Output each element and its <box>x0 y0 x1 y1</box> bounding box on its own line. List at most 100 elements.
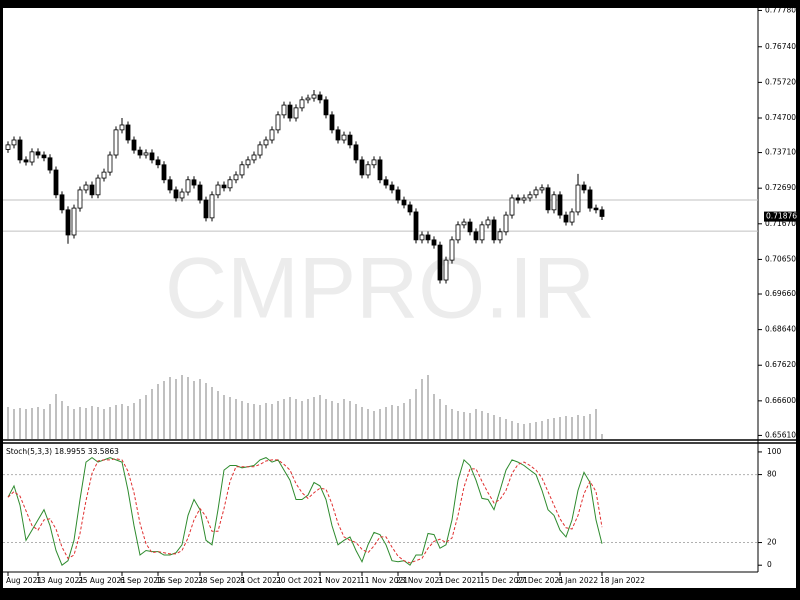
candle-body <box>491 219 497 241</box>
candle-body <box>239 164 245 176</box>
candle-body <box>539 187 545 191</box>
candle-body <box>29 151 35 163</box>
y-tick-label: 0.66600 <box>765 396 796 405</box>
candle-body <box>563 214 569 223</box>
candle-body <box>431 239 437 246</box>
candle-body <box>359 159 365 176</box>
candle-body <box>77 189 83 209</box>
y-tick-label: 0.68640 <box>765 325 796 334</box>
x-tick-label: 11 Nov 2021 <box>360 576 408 585</box>
candle-body <box>521 197 527 201</box>
candle-body <box>221 184 227 189</box>
y-tick-label: 0 <box>767 560 772 569</box>
candle-body <box>281 104 287 116</box>
y-tick-label: 0.72690 <box>765 183 796 192</box>
candle-body <box>371 159 377 166</box>
candle-body <box>425 234 431 241</box>
candle-body <box>125 124 131 141</box>
candle-body <box>47 157 53 171</box>
candle-body <box>197 184 203 201</box>
candle-body <box>155 159 161 166</box>
candle-body <box>341 134 347 141</box>
candle-body <box>437 244 443 281</box>
candle-body <box>185 179 191 193</box>
candle-body <box>389 184 395 191</box>
y-tick-label: 0.65610 <box>765 430 796 439</box>
candle-body <box>143 152 149 156</box>
candle-body <box>233 174 239 181</box>
y-tick-label: 20 <box>767 538 777 547</box>
candle-body <box>71 207 77 236</box>
candle-body <box>209 194 215 219</box>
candle-body <box>89 184 95 196</box>
x-tick-label: 6 Sep 2021 <box>120 576 163 585</box>
candle-body <box>515 197 521 201</box>
x-tick-label: 16 Sep 2021 <box>156 576 204 585</box>
current-price-label: 0.71876 <box>766 212 797 221</box>
candle-body <box>413 211 419 241</box>
candle-body <box>251 154 257 161</box>
candle-body <box>113 129 119 156</box>
candle-body <box>533 189 539 196</box>
y-tick-label: 0.75720 <box>765 77 796 86</box>
x-tick-label: 18 Jan 2022 <box>600 576 645 585</box>
x-tick-label: 23 Nov 2021 <box>396 576 444 585</box>
candle-body <box>161 164 167 181</box>
candle-body <box>509 197 515 216</box>
indicator-line <box>7 456 603 566</box>
x-tick-label: 6 Jan 2022 <box>558 576 598 585</box>
candle-body <box>395 189 401 201</box>
candle-body <box>599 209 605 217</box>
candle-body <box>551 194 557 211</box>
y-tick-label: 0.77780 <box>765 5 796 14</box>
candle-body <box>275 114 281 131</box>
candle-body <box>11 139 17 146</box>
candle-body <box>5 144 11 150</box>
candle-body <box>479 224 485 241</box>
candle-body <box>569 211 575 223</box>
current-price-box <box>764 211 800 222</box>
candle-body <box>107 154 113 173</box>
candle-body <box>95 177 101 196</box>
candle-body <box>137 149 143 156</box>
candle-body <box>473 231 479 241</box>
candle-body <box>257 144 263 156</box>
candle-body <box>503 214 509 233</box>
candle-body <box>575 184 581 213</box>
candle-body <box>461 221 467 226</box>
x-tick-label: 20 Oct 2021 <box>276 576 323 585</box>
candle-body <box>377 159 383 181</box>
candle-body <box>419 234 425 241</box>
x-tick-label: 3 Dec 2021 <box>438 576 481 585</box>
candle-body <box>317 94 323 101</box>
candle-body <box>215 184 221 196</box>
candle-body <box>179 191 185 199</box>
candle-body <box>497 231 503 241</box>
candle-body <box>557 194 563 216</box>
candle-body <box>269 129 275 141</box>
y-tick-label: 100 <box>767 447 782 456</box>
candle-body <box>485 219 491 226</box>
candle-body <box>119 124 125 131</box>
candle-body <box>23 159 29 163</box>
indicator-label: Stoch(5,3,3) 18.9955 33.5863 <box>6 447 119 456</box>
x-tick-label: 27 Dec 2021 <box>516 576 564 585</box>
candle-body <box>347 134 353 146</box>
candle-body <box>173 189 179 199</box>
candle-body <box>449 239 455 261</box>
candle-body <box>191 179 197 186</box>
candle-body <box>299 99 305 109</box>
candle-body <box>227 179 233 189</box>
candle-body <box>581 184 587 191</box>
candle-body <box>383 179 389 186</box>
candle-body <box>53 169 59 196</box>
candle-body <box>587 189 593 209</box>
candle-body <box>167 179 173 191</box>
candle-body <box>335 129 341 141</box>
candle-body <box>59 194 65 211</box>
candle-body <box>353 144 359 161</box>
candle-body <box>329 114 335 131</box>
candle-body <box>149 152 155 161</box>
